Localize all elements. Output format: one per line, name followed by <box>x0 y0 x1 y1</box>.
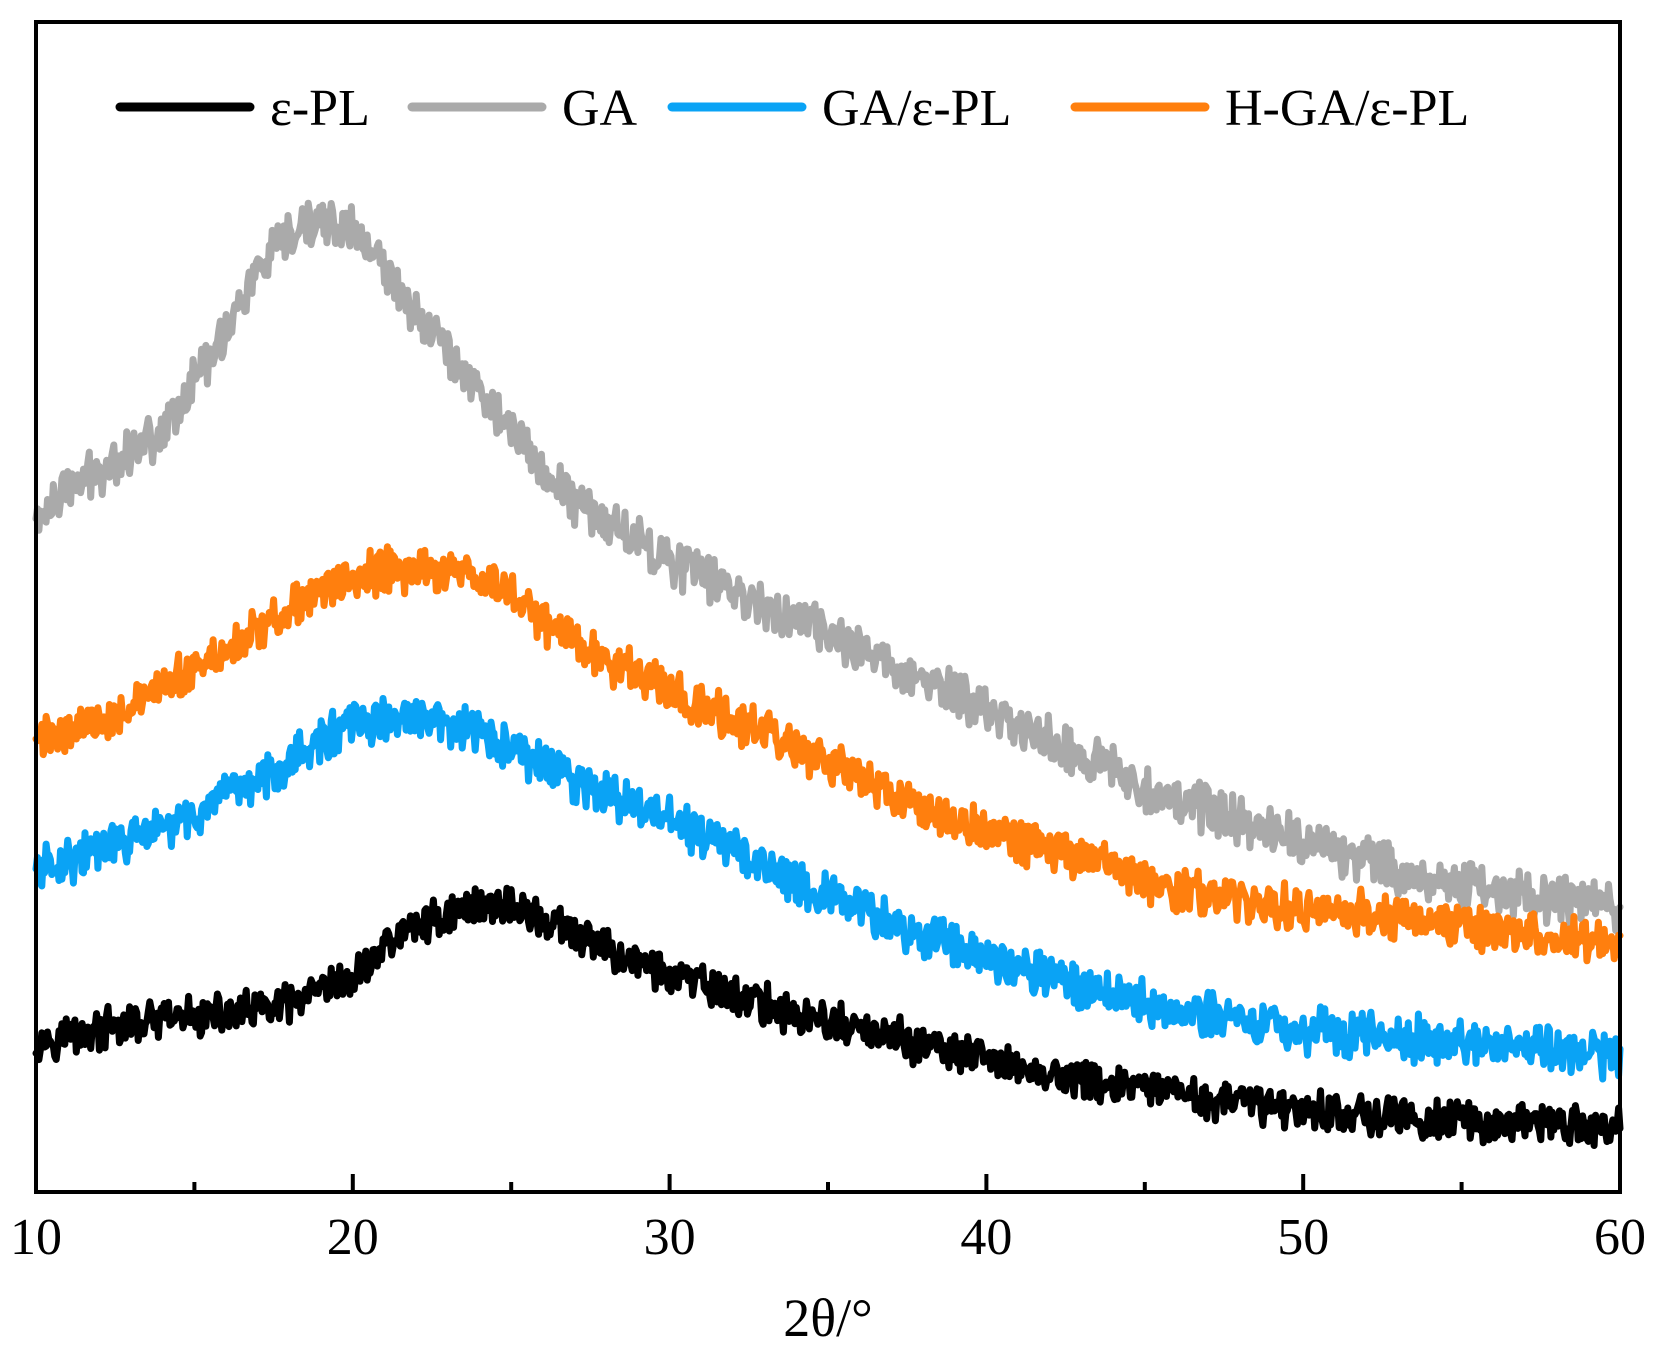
series-layer <box>32 199 1624 1149</box>
x-tick-label: 60 <box>1594 1209 1646 1266</box>
x-axis-title: 2θ/° <box>783 1288 872 1348</box>
legend-label: GA/ε-PL <box>822 80 1011 137</box>
series-line-3 <box>32 695 1624 1083</box>
series-line-4 <box>32 543 1624 965</box>
legend: ε-PL GA GA/ε-PL H-GA/ε-PL <box>115 80 1469 137</box>
x-tick-label: 20 <box>327 1209 379 1266</box>
x-tick-label: 10 <box>10 1209 62 1266</box>
legend-label: GA <box>562 80 638 137</box>
legend-label: H-GA/ε-PL <box>1225 80 1469 137</box>
legend-label: ε-PL <box>270 80 370 137</box>
series-line-1 <box>32 884 1624 1149</box>
x-tick-label: 30 <box>644 1209 696 1266</box>
x-axis: 10 20 30 40 50 60 <box>10 1174 1646 1266</box>
series-line-2 <box>32 199 1624 934</box>
x-tick-label: 50 <box>1277 1209 1329 1266</box>
x-tick-label: 40 <box>960 1209 1012 1266</box>
